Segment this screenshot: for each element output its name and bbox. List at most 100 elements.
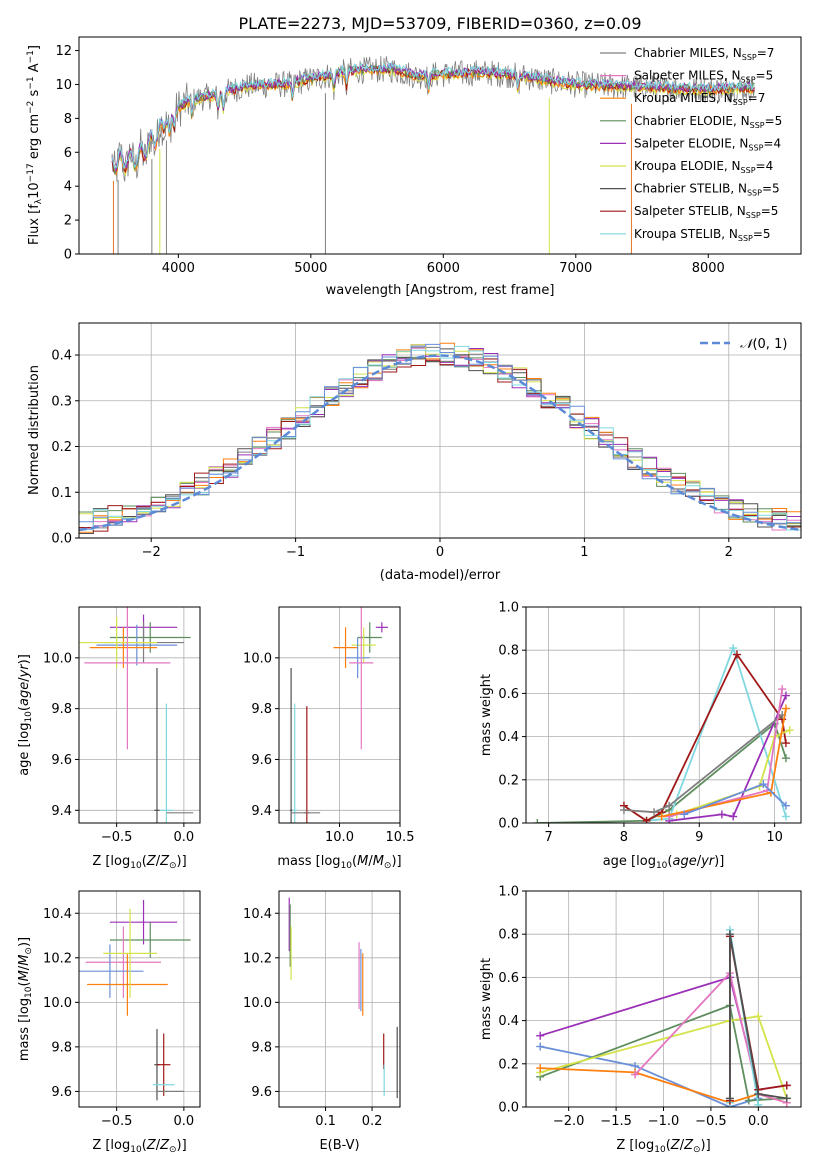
y-axis-label: Normed distribution	[27, 365, 42, 495]
x-tick-label: 2	[725, 545, 733, 560]
y-tick-label: 9.6	[251, 1085, 272, 1100]
y-tick-label: 0.2	[498, 1057, 519, 1072]
x-tick-label: −2	[142, 545, 161, 560]
panel-age-vs-Z: −0.5 0.0 9.4 9.6 9.8 10.0 Z [log10(Z/Z⊙)] age […	[17, 606, 201, 871]
x-tick-label: 10.0	[325, 830, 354, 845]
panel-age-vs-mass: 10.0 10.5 9.4 9.6 9.8 10.0 mass [log10(M/M⊙)]	[243, 606, 415, 871]
figure-title: PLATE=2273, MJD=53709, FIBERID=0360, z=0…	[238, 14, 641, 33]
plot-area	[289, 607, 388, 823]
mass-weight-line	[729, 934, 787, 1100]
y-axis-label: mass weight	[479, 958, 494, 1040]
x-tick-label: −0.5	[101, 830, 133, 845]
spectrum-model-kroupa-stelib	[111, 60, 755, 169]
y-tick-label: 9.8	[51, 1040, 72, 1055]
mass-weight-line	[539, 1004, 787, 1102]
x-tick-label: 6000	[427, 261, 460, 276]
y-tick-label: 10.2	[243, 951, 272, 966]
legend-label: 𝒩(0, 1)	[740, 337, 787, 352]
y-tick-label: 10.4	[243, 907, 272, 922]
y-tick-label: 0.4	[51, 349, 72, 364]
spectrum-legend: Chabrier MILES, NSSP=7 Salpeter MILES, NS…	[600, 46, 782, 243]
y-tick-label: 0.2	[498, 773, 519, 788]
y-tick-label: 10.2	[43, 951, 72, 966]
x-tick-label: 9	[695, 830, 703, 845]
x-tick-label: 0.0	[174, 1114, 195, 1129]
y-tick-label: 0.1	[51, 486, 72, 501]
y-tick-label: 0	[64, 248, 72, 263]
legend-label: Salpeter ELODIE, NSSP=4	[634, 136, 781, 152]
y-tick-label: 0.8	[498, 644, 519, 659]
panel-mass-vs-Z: −0.5 0.0 9.6 9.8 10.0 10.2 10.4 Z [log10(Z/Z⊙)]…	[17, 890, 201, 1155]
panel-residuals: −2 −1 0 1 2 0.0 0.1 0.2 0.3 0.4 𝒩(0, 1) (data-model…	[27, 322, 802, 583]
legend-label: Chabrier STELIB, NSSP=5	[634, 182, 780, 198]
legend-label: Kroupa STELIB, NSSP=5	[634, 227, 771, 243]
y-tick-label: 9.6	[251, 753, 272, 768]
y-tick-label: 0.0	[51, 532, 72, 547]
x-tick-label: −1.0	[648, 1114, 680, 1129]
x-axis-label: wavelength [Angstrom, rest frame]	[326, 283, 555, 298]
histogram-salpeter-stelib	[79, 357, 801, 532]
x-tick-label: −0.5	[695, 1114, 727, 1129]
x-tick-label: 7	[544, 830, 552, 845]
panel-spectrum: 4000 5000 6000 7000 8000 0 2 4 6 8 10 12 wavelength …	[26, 36, 802, 298]
legend-label: Chabrier MILES, NSSP=7	[634, 46, 774, 62]
x-tick-label: 0.0	[174, 830, 195, 845]
y-tick-label: 10	[55, 78, 72, 93]
y-tick-label: 9.8	[251, 702, 272, 717]
x-axis-label: Z [log10(Z/Z⊙)]	[92, 1138, 186, 1155]
plot-area	[79, 342, 801, 534]
axes-frame	[278, 890, 401, 1108]
y-tick-label: 0.8	[498, 928, 519, 943]
y-tick-label: 8	[64, 112, 72, 127]
mass-weight-line	[634, 971, 788, 1104]
x-tick-label: 4000	[162, 261, 195, 276]
y-tick-label: 10.0	[43, 651, 72, 666]
x-axis-label: (data-model)/error	[380, 568, 501, 583]
y-tick-label: 4	[64, 180, 72, 195]
y-tick-label: 10.0	[243, 651, 272, 666]
x-tick-label: −1	[286, 545, 305, 560]
y-tick-label: 1.0	[498, 601, 519, 616]
x-tick-label: 10.5	[386, 830, 415, 845]
x-tick-label: 8	[620, 830, 628, 845]
legend-label: Salpeter MILES, NSSP=5	[634, 69, 773, 85]
plot-area	[79, 607, 194, 823]
y-tick-label: 9.4	[251, 804, 272, 819]
plot-area	[533, 644, 794, 823]
mass-weight-line	[669, 695, 787, 822]
x-tick-label: 8000	[692, 261, 725, 276]
y-axis-label: mass weight	[479, 674, 494, 756]
x-tick-label: 7000	[559, 261, 592, 276]
x-tick-label: 5000	[294, 261, 327, 276]
x-tick-label: 10	[766, 830, 783, 845]
axes-frame	[525, 606, 802, 824]
axes-frame	[78, 890, 201, 1108]
x-tick-label: 0.0	[748, 1114, 769, 1129]
y-tick-label: 2	[64, 214, 72, 229]
panel-massweight-vs-Z: −2.0 −1.5 −1.0 −0.5 0.0 0.0 0.2 0.4 0.6 0.8 1.0 Z […	[479, 885, 802, 1155]
x-tick-label: 0.2	[362, 1114, 383, 1129]
x-axis-label: age [log10(age/yr)]	[603, 854, 725, 871]
y-axis-label: age [log10(age/yr)]	[17, 654, 34, 776]
plot-area	[111, 56, 756, 254]
y-axis-label: Flux [fλ10−17 erg cm−2 s−1 A−1]	[26, 45, 44, 245]
gaussian-curve	[79, 354, 801, 532]
y-tick-label: 0.0	[498, 817, 519, 832]
y-tick-label: 10.4	[43, 907, 72, 922]
spectrum-data	[111, 56, 755, 182]
legend-label: Chabrier ELODIE, NSSP=5	[634, 114, 782, 130]
mass-weight-line	[540, 1045, 759, 1107]
x-axis-label: mass [log10(M/M⊙)]	[277, 854, 401, 871]
x-tick-label: −0.5	[101, 1114, 133, 1129]
x-axis-label: Z [log10(Z/Z⊙)]	[616, 1138, 710, 1155]
y-tick-label: 9.6	[51, 753, 72, 768]
plot-area	[536, 925, 791, 1107]
x-tick-label: −1.5	[600, 1114, 632, 1129]
x-tick-label: 1	[580, 545, 588, 560]
x-tick-label: 0	[436, 545, 444, 560]
axes-frame	[78, 606, 201, 824]
y-tick-label: 0.4	[498, 730, 519, 745]
y-tick-label: 9.8	[251, 1040, 272, 1055]
mass-weight-line	[623, 714, 783, 814]
